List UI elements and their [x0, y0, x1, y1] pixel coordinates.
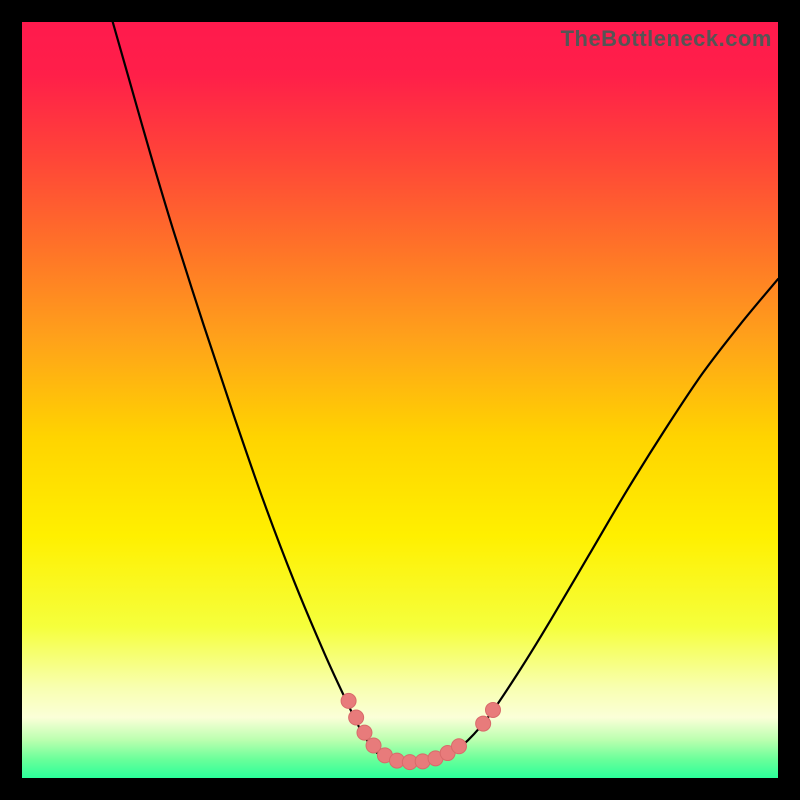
- chart-plot-area: [22, 22, 778, 778]
- chart-svg-layer: [22, 22, 778, 778]
- watermark-text: TheBottleneck.com: [561, 26, 772, 52]
- marker-dot: [485, 702, 500, 717]
- marker-dot: [451, 739, 466, 754]
- marker-dot: [341, 693, 356, 708]
- bottleneck-curve: [113, 22, 778, 763]
- marker-dot: [476, 716, 491, 731]
- marker-dot: [349, 710, 364, 725]
- marker-dot: [357, 725, 372, 740]
